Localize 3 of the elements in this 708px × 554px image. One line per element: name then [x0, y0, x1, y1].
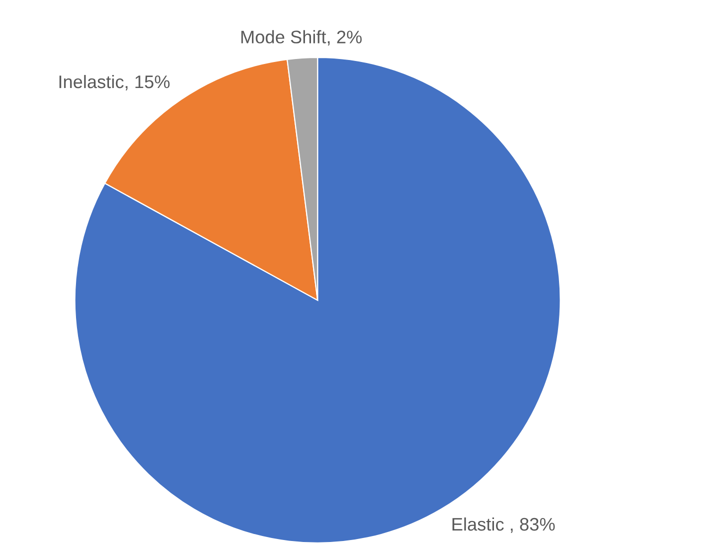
slice-label: Elastic , 83%	[452, 517, 555, 533]
slice-label: Mode Shift, 2%	[241, 30, 362, 46]
slice-label: Inelastic, 15%	[59, 74, 170, 90]
